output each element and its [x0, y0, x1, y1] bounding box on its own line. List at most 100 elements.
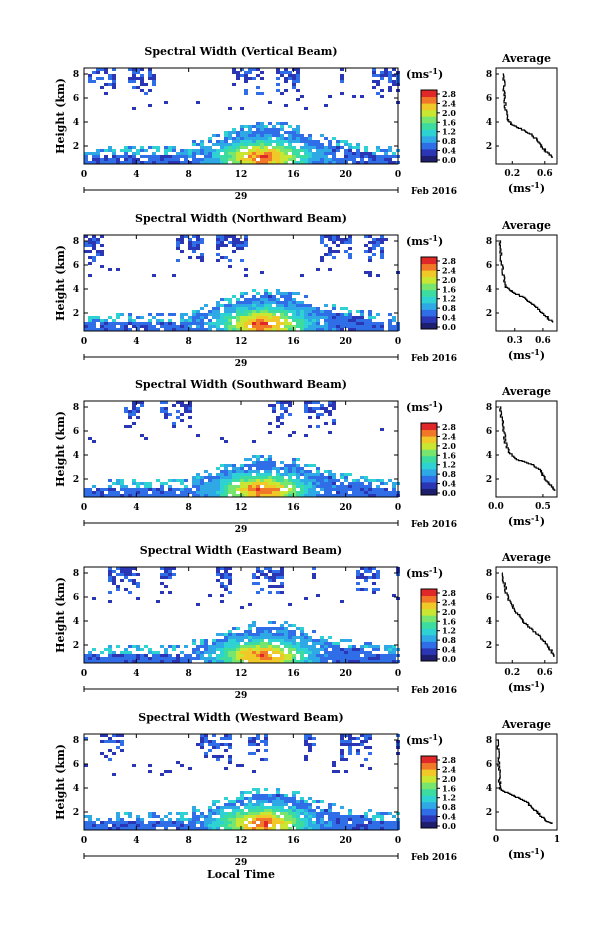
- heatmap-cell: [300, 322, 304, 325]
- heatmap-cell: [368, 570, 372, 573]
- heatmap-cell: [320, 316, 324, 319]
- heatmap-cell: [108, 322, 112, 325]
- heatmap-cell: [312, 812, 316, 815]
- heatmap-cell: [112, 570, 116, 573]
- heatmap-cell: [248, 316, 252, 319]
- heatmap-cell: [372, 161, 376, 164]
- heatmap-cell: [360, 645, 364, 648]
- heatmap-cell: [276, 425, 280, 428]
- heatmap-cell: [108, 83, 112, 86]
- heatmap-cell: [168, 591, 172, 594]
- heatmap-cell: [172, 821, 176, 824]
- heatmap-cell: [208, 651, 212, 654]
- heatmap-cell: [164, 573, 168, 576]
- heatmap-cell: [276, 797, 280, 800]
- heatmap-cell: [328, 328, 332, 331]
- heatmap-cell: [136, 410, 140, 413]
- heatmap-cell: [164, 585, 168, 588]
- heatmap-cell: [136, 86, 140, 89]
- heatmap-cell: [340, 600, 344, 603]
- heatmap-cell: [224, 633, 228, 636]
- heatmap-cell: [240, 467, 244, 470]
- colorbar-segment: [421, 257, 437, 265]
- heatmap-cell: [172, 328, 176, 331]
- heatmap-cell: [284, 328, 288, 331]
- heatmap-cell: [220, 473, 224, 476]
- heatmap-cell: [244, 818, 248, 821]
- heatmap-cell: [228, 812, 232, 815]
- heatmap-cell: [320, 809, 324, 812]
- heatmap-cell: [244, 274, 248, 277]
- heatmap-cell: [132, 488, 136, 491]
- heatmap-cell: [372, 328, 376, 331]
- heatmap-cell: [368, 818, 372, 821]
- x-tick-label: 12: [235, 669, 248, 679]
- heatmap-cell: [188, 161, 192, 164]
- heatmap-cell: [212, 316, 216, 319]
- heatmap-cell: [100, 253, 104, 256]
- heatmap-cell: [200, 815, 204, 818]
- heatmap-cell: [88, 494, 92, 497]
- heatmap-cell: [300, 161, 304, 164]
- heatmap-cell: [164, 155, 168, 158]
- heatmap-cell: [376, 645, 380, 648]
- heatmap-cell: [296, 131, 300, 134]
- heatmap-cell: [232, 250, 236, 253]
- heatmap-cell: [256, 74, 260, 77]
- heatmap-cell: [288, 158, 292, 161]
- y-tick-label: 8: [73, 569, 79, 579]
- heatmap-cell: [268, 591, 272, 594]
- heatmap-cell: [112, 86, 116, 89]
- heatmap-cell: [268, 122, 272, 125]
- heatmap-cell: [160, 494, 164, 497]
- heatmap-cell: [96, 328, 100, 331]
- heatmap-cell: [84, 660, 88, 663]
- heatmap-cell: [212, 734, 216, 737]
- heatmap-cell: [260, 295, 264, 298]
- heatmap-cell: [156, 313, 160, 316]
- heatmap-cell: [168, 654, 172, 657]
- x-tick-label: 16: [287, 337, 300, 347]
- heatmap-cell: [256, 92, 260, 95]
- heatmap-cell: [340, 473, 344, 476]
- heatmap-cell: [192, 310, 196, 313]
- heatmap-cell: [260, 149, 264, 152]
- heatmap-cell: [296, 137, 300, 140]
- heatmap-cell: [376, 488, 380, 491]
- heatmap-cell: [228, 630, 232, 633]
- heatmap-cell: [284, 467, 288, 470]
- heatmap-cell: [296, 494, 300, 497]
- heatmap-cell: [156, 479, 160, 482]
- heatmap-cell: [128, 146, 132, 149]
- heatmap-cell: [240, 794, 244, 797]
- heatmap-cell: [284, 298, 288, 301]
- heatmap-cell: [264, 482, 268, 485]
- heatmap-cell: [380, 491, 384, 494]
- heatmap-cell: [260, 455, 264, 458]
- colorbar-tick-label: 2.0: [442, 441, 456, 451]
- heatmap-cell: [272, 307, 276, 310]
- heatmap-cell: [260, 491, 264, 494]
- heatmap-cell: [284, 104, 288, 107]
- heatmap-cell: [284, 77, 288, 80]
- heatmap-cell: [252, 137, 256, 140]
- heatmap-cell: [332, 304, 336, 307]
- heatmap-cell: [200, 259, 204, 262]
- heatmap-cell: [156, 660, 160, 663]
- heatmap-cell: [368, 642, 372, 645]
- heatmap-cell: [260, 645, 264, 648]
- heatmap-cell: [212, 812, 216, 815]
- heatmap-cell: [324, 137, 328, 140]
- average-y-tick-label: 2: [486, 142, 492, 152]
- heatmap-cell: [252, 319, 256, 322]
- average-x-tick-label: 0.5: [535, 502, 551, 512]
- heatmap-cell: [212, 803, 216, 806]
- heatmap-cell: [136, 645, 140, 648]
- heatmap-cell: [256, 582, 260, 585]
- heatmap-cell: [156, 821, 160, 824]
- heatmap-cell: [236, 146, 240, 149]
- heatmap-cell: [292, 791, 296, 794]
- heatmap-cell: [392, 485, 396, 488]
- heatmap-cell: [288, 328, 292, 331]
- heatmap-cell: [188, 316, 192, 319]
